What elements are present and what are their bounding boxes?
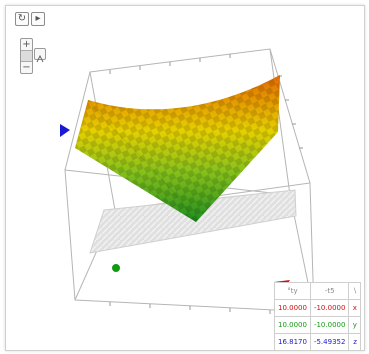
coord-y-value-1: 10.0000 <box>274 316 311 334</box>
coord-z-label: z <box>348 333 361 351</box>
reset-icon: ↻ <box>17 13 27 24</box>
play-button[interactable]: ▸ <box>31 12 45 26</box>
zoom-in-button[interactable]: + <box>22 39 31 50</box>
coordinates-table: °ty -t5 ∖ 10.0000 -10.0000 x 10.0000 -10… <box>274 282 361 351</box>
y-axis-marker <box>112 264 120 272</box>
pan-icon <box>36 54 44 63</box>
coord-x-value-2: -10.0000 <box>309 299 350 317</box>
play-icon: ▸ <box>35 13 41 24</box>
coord-y-label: y <box>348 316 361 334</box>
coords-header-2: -t5 <box>309 282 350 300</box>
coord-x-value-1: 10.0000 <box>274 299 311 317</box>
coord-z-value-2: -5.49352 <box>309 333 350 351</box>
pan-button[interactable] <box>34 48 46 63</box>
coord-z-value-1: 16.8170 <box>274 333 311 351</box>
plot-frame[interactable]: ↻ ▸ + − <box>5 5 365 351</box>
zoom-control: + − <box>20 38 33 74</box>
zoom-reset-button[interactable] <box>21 50 32 62</box>
axis-ticks <box>109 54 303 314</box>
coords-header-1: °ty <box>274 282 311 300</box>
zoom-out-button[interactable]: − <box>22 62 31 73</box>
ground-plane <box>89 189 297 254</box>
surface <box>75 75 280 223</box>
coord-y-value-2: -10.0000 <box>309 316 350 334</box>
coords-header-3: ∖ <box>348 282 361 300</box>
reset-view-button[interactable]: ↻ <box>15 12 29 26</box>
coord-x-label: x <box>348 299 361 317</box>
z-axis-marker <box>60 124 70 137</box>
